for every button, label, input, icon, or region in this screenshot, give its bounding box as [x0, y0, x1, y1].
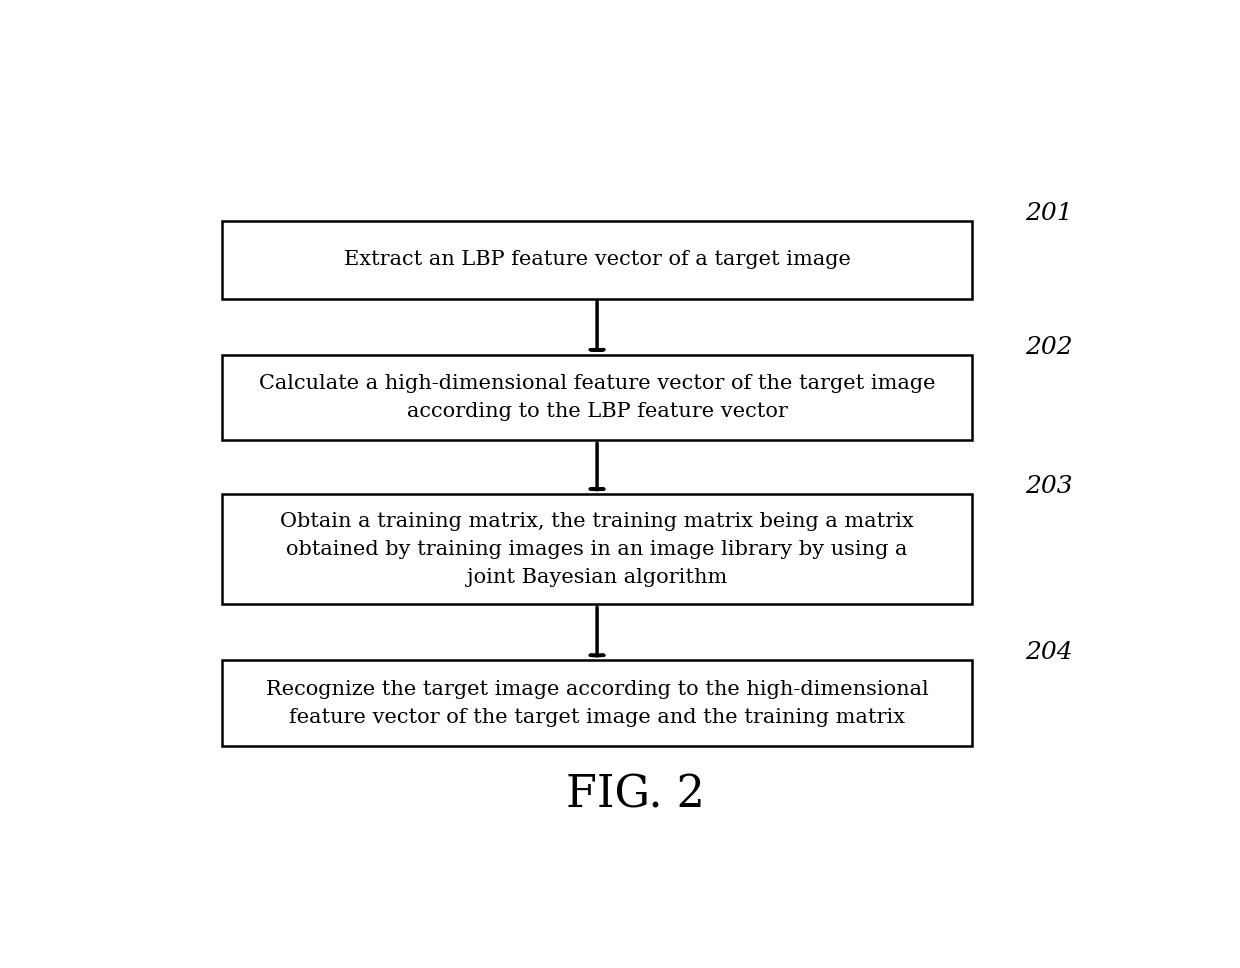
Text: 202: 202: [1024, 336, 1073, 359]
Text: Recognize the target image according to the high-dimensional
feature vector of t: Recognize the target image according to …: [265, 680, 929, 727]
Bar: [222, 660, 972, 746]
Bar: [222, 354, 972, 440]
Text: 201: 201: [1024, 201, 1073, 225]
Text: Extract an LBP feature vector of a target image: Extract an LBP feature vector of a targe…: [343, 250, 851, 269]
Text: Obtain a training matrix, the training matrix being a matrix
obtained by trainin: Obtain a training matrix, the training m…: [280, 512, 914, 587]
Text: 203: 203: [1024, 475, 1073, 499]
Bar: [222, 221, 972, 299]
Text: Calculate a high-dimensional feature vector of the target image
according to the: Calculate a high-dimensional feature vec…: [259, 374, 935, 421]
Bar: [222, 494, 972, 604]
Text: 204: 204: [1024, 642, 1073, 664]
Text: FIG. 2: FIG. 2: [567, 772, 704, 816]
